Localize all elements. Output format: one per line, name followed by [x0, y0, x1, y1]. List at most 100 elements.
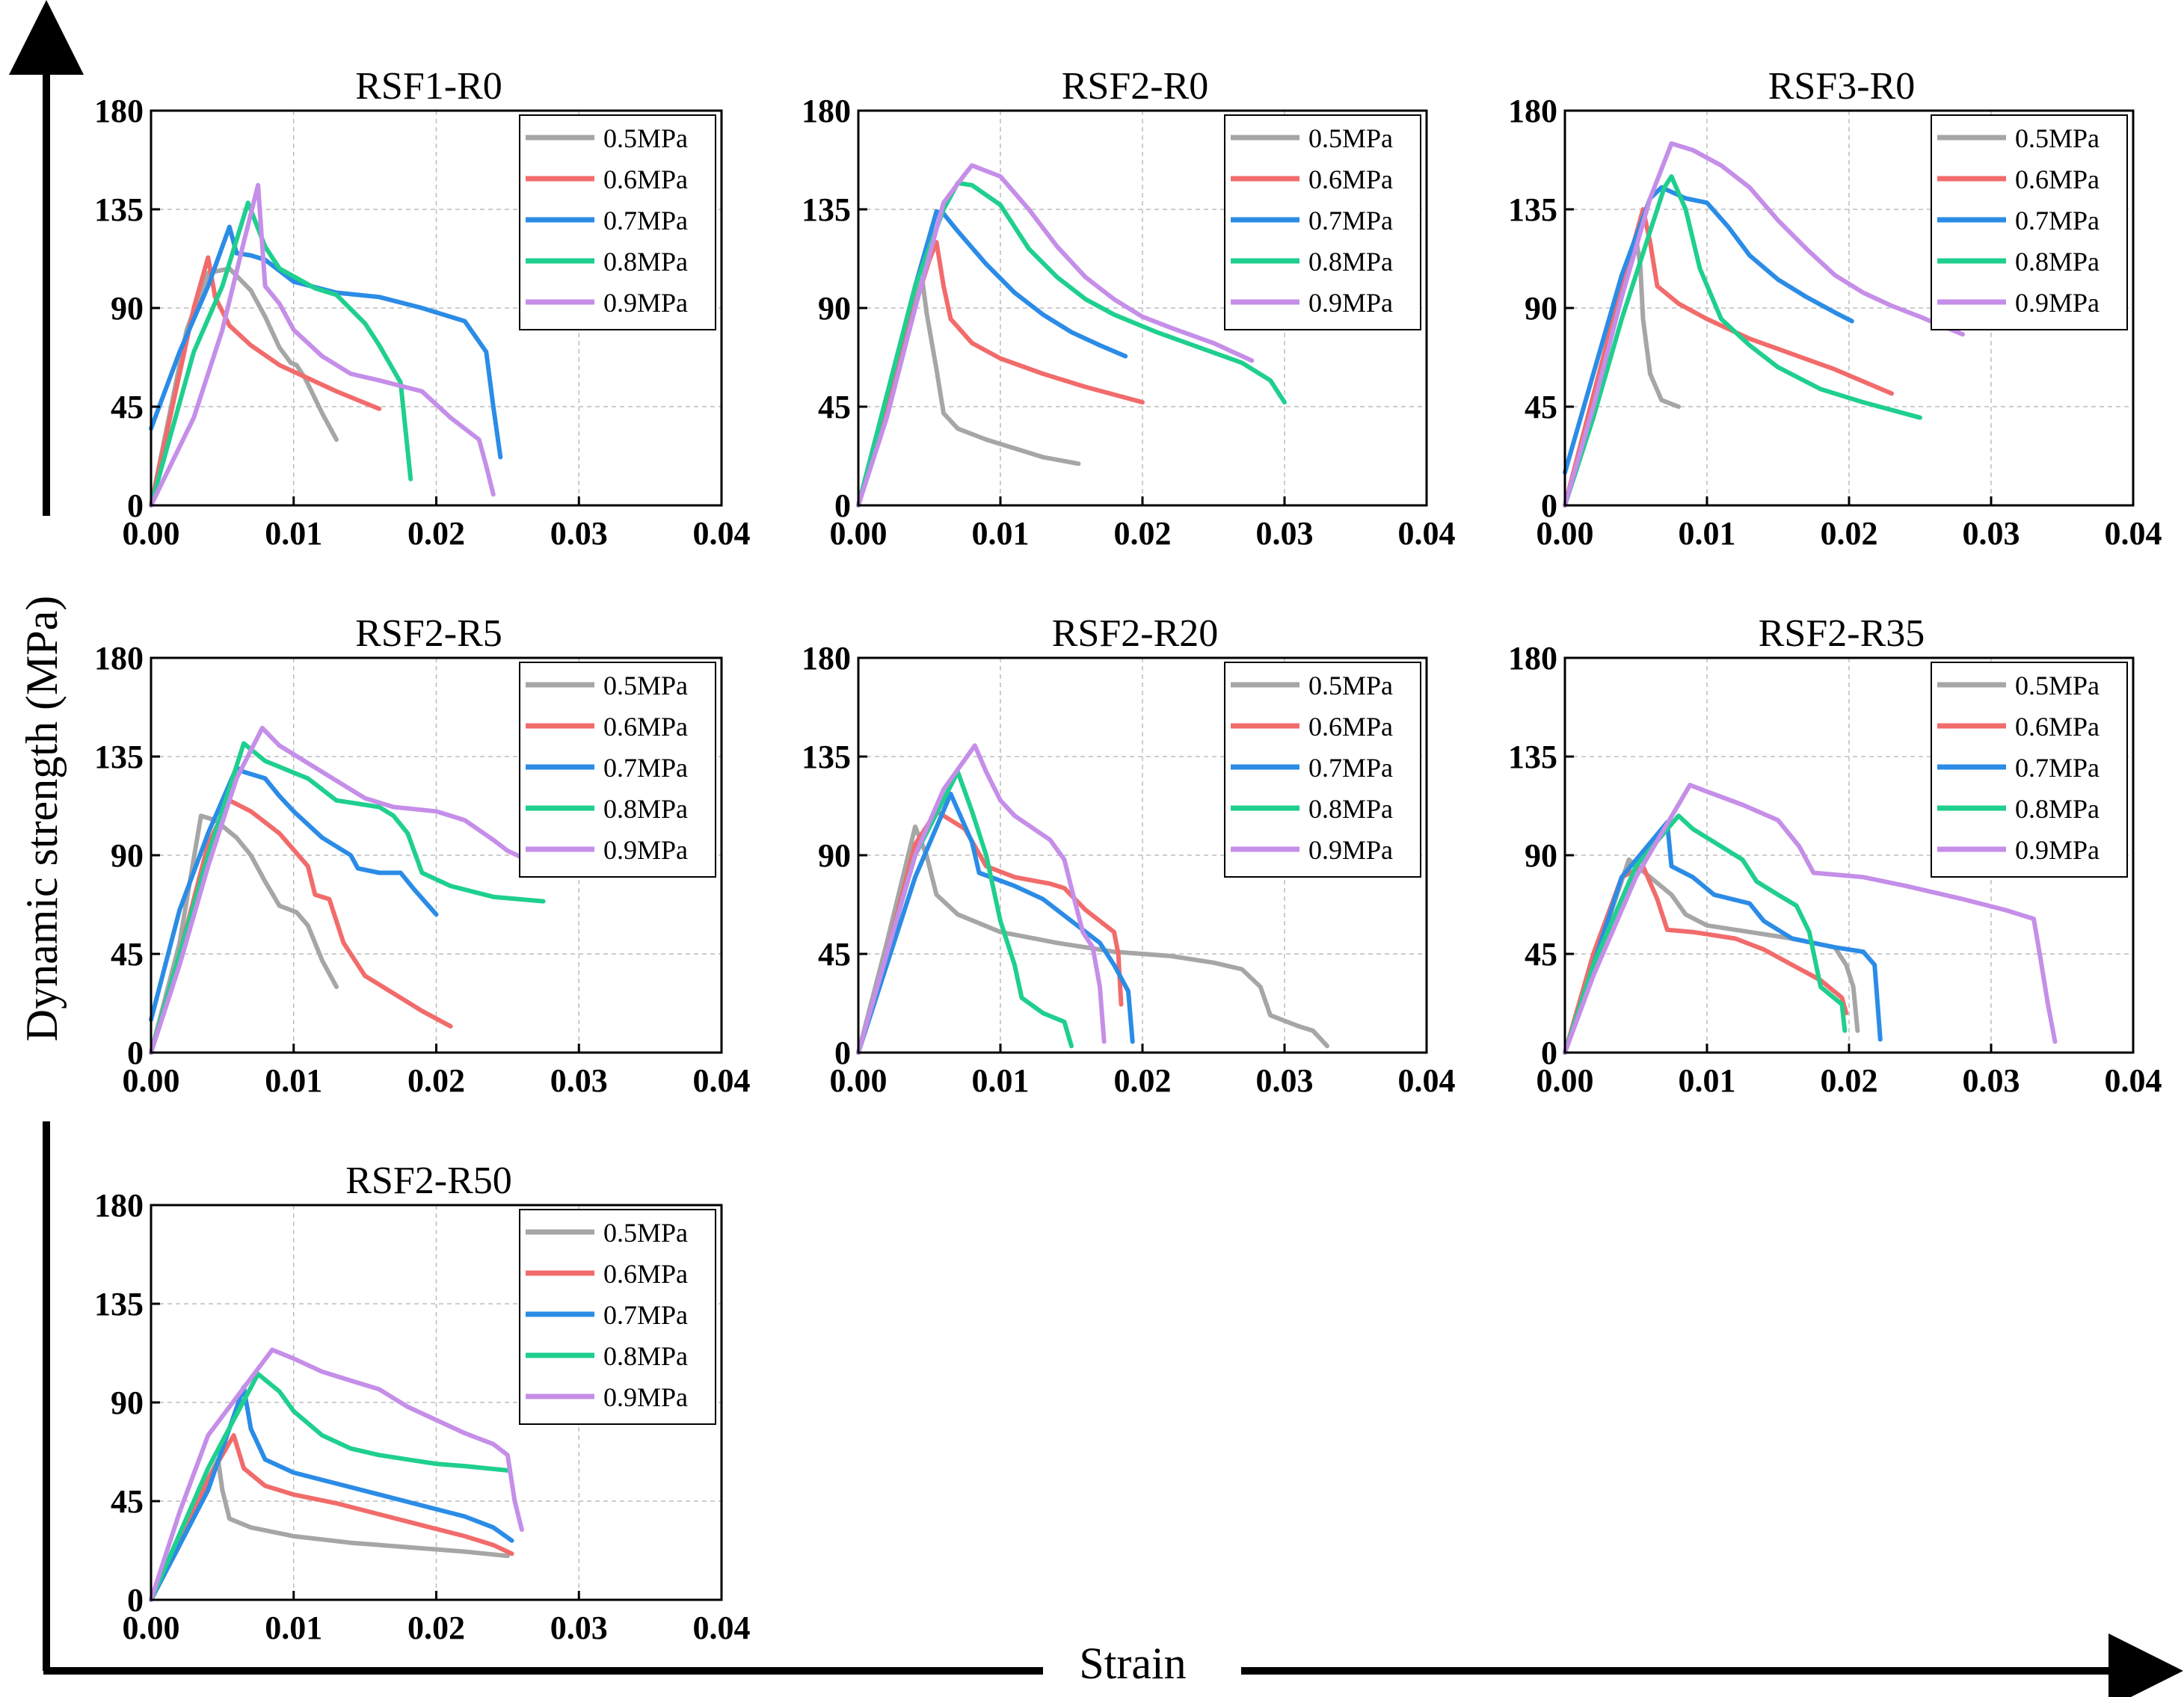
legend-box [519, 1209, 716, 1425]
x-tick-label: 0.02 [407, 1610, 465, 1646]
series-line [856, 163, 1255, 508]
y-tick-label: 180 [94, 640, 144, 677]
y-tick-label: 135 [94, 1286, 144, 1322]
x-tick-label: 0.04 [1398, 515, 1456, 552]
x-tick-label: 0.04 [1398, 1062, 1456, 1099]
chart-panel: 0.00 0.01 0.02 0.03 0.0404590135180RSF2-R500… [94, 1159, 751, 1646]
legend-label: 0.6MPa [603, 164, 688, 194]
legend: 0.5MPa 0.6MPa 0.7MPa 0.8MPa 0.9MPa [1224, 662, 1421, 878]
chart-title: RSF2-R20 [1052, 612, 1219, 655]
y-tick-label: 90 [111, 837, 144, 874]
legend-label: 0.5MPa [1308, 671, 1393, 700]
x-tick-label: 0.04 [2105, 515, 2162, 552]
chart-panel: 0.00 0.01 0.02 0.03 0.04 0 45 90 135 180 RSF3-R0 0.… [1508, 65, 2162, 552]
series-line [856, 791, 1135, 1055]
series-line [1563, 185, 1854, 475]
y-tick-label: 0 [1541, 487, 1557, 524]
y-tick-label: 0 [127, 1035, 144, 1071]
x-tick-label: 0.01 [972, 515, 1030, 552]
x-tick-label: 0.02 [1821, 515, 1878, 552]
y-tick-label: 0 [127, 487, 144, 524]
legend-label: 0.8MPa [1308, 247, 1393, 277]
y-tick-label: 135 [802, 739, 851, 775]
x-tick-label: 0.00 [1537, 515, 1594, 552]
y-tick-label: 90 [818, 837, 851, 874]
chart-panel: 0.00 0.01 0.02 0.03 0.0404590135180RSF2-R200… [802, 612, 1456, 1099]
legend-label: 0.7MPa [1308, 753, 1393, 783]
legend-label: 0.7MPa [1308, 206, 1393, 235]
x-tick-label: 0.00 [830, 515, 888, 552]
x-tick-label: 0.03 [1963, 1062, 2020, 1099]
legend-label: 0.8MPa [603, 247, 688, 277]
series-line [149, 200, 413, 508]
x-tick-label: 0.03 [1256, 1062, 1314, 1099]
x-tick-label: 0.00 [830, 1062, 888, 1099]
legend-label: 0.6MPa [2015, 712, 2100, 742]
legend-label: 0.7MPa [2015, 206, 2100, 235]
legend-label: 0.7MPa [603, 753, 688, 783]
x-tick-label: 0.01 [1679, 1062, 1736, 1099]
y-tick-label: 0 [127, 1582, 144, 1619]
x-tick-label: 0.03 [550, 515, 608, 552]
series-line [856, 824, 1329, 1055]
legend-label: 0.8MPa [2015, 794, 2100, 824]
series-line [1563, 207, 1894, 508]
chart-panel: 0.00 0.01 0.02 0.03 0.04 0 45 90 135 180 RSF2-R0 0.… [802, 65, 1456, 552]
x-tick-label: 0.04 [2105, 1062, 2162, 1099]
series-line [1563, 813, 1848, 1055]
legend-label: 0.6MPa [2015, 164, 2100, 194]
series-line [149, 1385, 514, 1602]
x-tick-label: 0.03 [1256, 515, 1314, 552]
series-line [149, 1347, 524, 1602]
series-line [856, 769, 1074, 1055]
y-tick-label: 90 [111, 1385, 144, 1421]
y-tick-label: 45 [1525, 389, 1557, 425]
x-tick-label: 0.01 [1679, 515, 1736, 552]
y-tick-label: 0 [1541, 1035, 1557, 1071]
y-tick-label: 180 [94, 1187, 144, 1224]
legend-label: 0.5MPa [603, 1218, 688, 1248]
legend-label: 0.5MPa [2015, 123, 2100, 153]
legend-label: 0.9MPa [2015, 835, 2100, 865]
legend-label: 0.5MPa [1308, 123, 1393, 153]
legend-label: 0.8MPa [2015, 247, 2100, 277]
legend-label: 0.6MPa [603, 1259, 688, 1289]
x-tick-label: 0.04 [693, 515, 751, 552]
legend: 0.5MPa 0.6MPa 0.7MPa 0.8MPa 0.9MPa [1931, 114, 2128, 330]
y-tick-label: 180 [802, 93, 851, 129]
global-y-axis-title: Dynamic strength (MPa) [17, 596, 67, 1042]
y-tick-label: 90 [1525, 837, 1557, 874]
series-line [1563, 857, 1860, 1055]
series-line [1563, 141, 1965, 508]
y-tick-label: 135 [1508, 191, 1557, 228]
legend-label: 0.8MPa [603, 1341, 688, 1371]
legend-label: 0.9MPa [603, 288, 688, 318]
x-tick-label: 0.02 [1821, 1062, 1878, 1099]
legend-label: 0.6MPa [1308, 712, 1393, 742]
chart-title: RSF2-R0 [1062, 65, 1209, 108]
legend: 0.5MPa 0.6MPa 0.7MPa 0.8MPa 0.9MPa [519, 662, 716, 878]
x-tick-label: 0.02 [407, 1062, 465, 1099]
x-tick-label: 0.01 [972, 1062, 1030, 1099]
y-tick-label: 135 [94, 739, 144, 775]
y-tick-label: 45 [111, 1483, 144, 1520]
legend-label: 0.9MPa [1308, 835, 1393, 865]
series-line [149, 266, 339, 508]
x-tick-label: 0.00 [123, 1610, 180, 1646]
x-tick-label: 0.00 [1537, 1062, 1594, 1099]
chart-title: RSF2-R5 [355, 612, 502, 655]
legend-label: 0.5MPa [2015, 671, 2100, 700]
series-line [1563, 863, 1849, 1055]
legend: 0.5MPa 0.6MPa 0.7MPa 0.8MPa 0.9MPa [519, 1209, 716, 1425]
legend-label: 0.7MPa [603, 206, 688, 235]
chart-title: RSF1-R0 [355, 65, 502, 108]
series-line [149, 1371, 510, 1602]
y-tick-label: 180 [802, 640, 851, 677]
legend: 0.5MPa 0.6MPa 0.7MPa 0.8MPa 0.9MPa [1931, 662, 2128, 878]
legend-label: 0.5MPa [603, 123, 688, 153]
x-tick-label: 0.03 [1963, 515, 2020, 552]
series-line [1563, 783, 2058, 1055]
chart-panel: 0.00 0.01 0.02 0.03 0.0404590135180RSF2-R350… [1508, 612, 2162, 1099]
series-line [1563, 174, 1922, 508]
